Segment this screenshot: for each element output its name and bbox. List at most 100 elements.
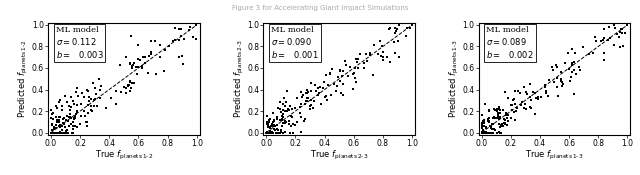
Point xyxy=(95,97,105,100)
Point xyxy=(489,116,499,119)
Point xyxy=(269,119,279,122)
Point xyxy=(384,27,394,30)
Point xyxy=(589,36,600,39)
Point xyxy=(394,24,404,27)
Point xyxy=(339,60,349,63)
Point xyxy=(295,112,305,115)
Point xyxy=(603,39,613,42)
Point xyxy=(268,123,278,126)
Point xyxy=(296,116,306,118)
Point xyxy=(591,40,601,43)
Point xyxy=(486,131,496,134)
Point xyxy=(92,104,102,107)
Point xyxy=(494,106,504,109)
Point xyxy=(361,53,371,55)
Point xyxy=(59,122,69,125)
Point xyxy=(547,66,557,69)
Point xyxy=(359,62,369,65)
Point xyxy=(285,131,295,134)
Point xyxy=(499,118,509,120)
Point xyxy=(62,100,72,103)
Point xyxy=(492,131,502,134)
Point xyxy=(621,24,632,26)
Point xyxy=(265,118,275,121)
Point xyxy=(556,80,566,83)
Point xyxy=(333,76,343,79)
Point xyxy=(484,131,495,134)
Point xyxy=(479,121,489,124)
Point xyxy=(525,107,536,109)
Point xyxy=(48,131,58,134)
Point xyxy=(390,32,401,34)
Point xyxy=(263,126,273,128)
Point xyxy=(56,131,66,134)
Point xyxy=(500,113,511,116)
Point xyxy=(483,131,493,134)
Point xyxy=(75,123,85,125)
Point xyxy=(125,62,135,64)
Point xyxy=(481,131,491,134)
Point xyxy=(321,95,331,97)
Point xyxy=(47,131,58,134)
Point xyxy=(63,131,74,134)
Point xyxy=(488,131,498,134)
Point xyxy=(282,110,292,113)
Point xyxy=(300,117,310,120)
Point xyxy=(115,63,125,66)
Point xyxy=(531,112,541,115)
Point xyxy=(528,90,538,93)
Point xyxy=(125,35,136,37)
Point xyxy=(575,69,585,71)
Point xyxy=(557,85,567,87)
Point xyxy=(567,48,577,50)
Point xyxy=(65,116,76,118)
Point xyxy=(54,125,64,127)
Point xyxy=(385,26,395,29)
Point xyxy=(270,125,280,128)
Point xyxy=(47,131,57,134)
Point xyxy=(52,131,63,134)
Point xyxy=(51,131,61,134)
Point xyxy=(58,129,68,132)
Point xyxy=(90,97,100,100)
Point xyxy=(510,102,520,105)
Point xyxy=(609,43,619,46)
Point xyxy=(530,92,540,94)
Point xyxy=(127,64,137,67)
Point xyxy=(70,113,81,116)
Point xyxy=(329,83,339,86)
Point xyxy=(338,94,348,97)
Point xyxy=(479,118,489,121)
Point xyxy=(511,110,521,112)
Point xyxy=(277,115,287,118)
Point xyxy=(263,122,273,125)
Point xyxy=(599,37,609,39)
Point xyxy=(327,68,337,71)
Point xyxy=(507,104,517,107)
Point xyxy=(68,128,79,131)
Point xyxy=(614,36,624,39)
Point xyxy=(313,93,323,96)
Point xyxy=(286,125,296,128)
Point xyxy=(296,90,307,93)
Point xyxy=(310,84,320,87)
Point xyxy=(532,96,543,99)
Point xyxy=(477,119,488,122)
Point xyxy=(175,34,186,37)
Point xyxy=(57,124,67,127)
Point xyxy=(494,118,504,121)
Point xyxy=(368,73,378,76)
Point xyxy=(66,117,76,120)
Point xyxy=(174,56,184,59)
Point xyxy=(47,131,57,134)
Point xyxy=(262,131,272,134)
Point xyxy=(268,111,278,114)
Point xyxy=(82,121,92,124)
Point xyxy=(133,66,143,69)
Point xyxy=(69,117,79,119)
Point xyxy=(86,98,96,101)
Point xyxy=(320,95,330,98)
Point xyxy=(275,131,285,133)
Point xyxy=(55,126,65,128)
Point xyxy=(47,128,58,131)
